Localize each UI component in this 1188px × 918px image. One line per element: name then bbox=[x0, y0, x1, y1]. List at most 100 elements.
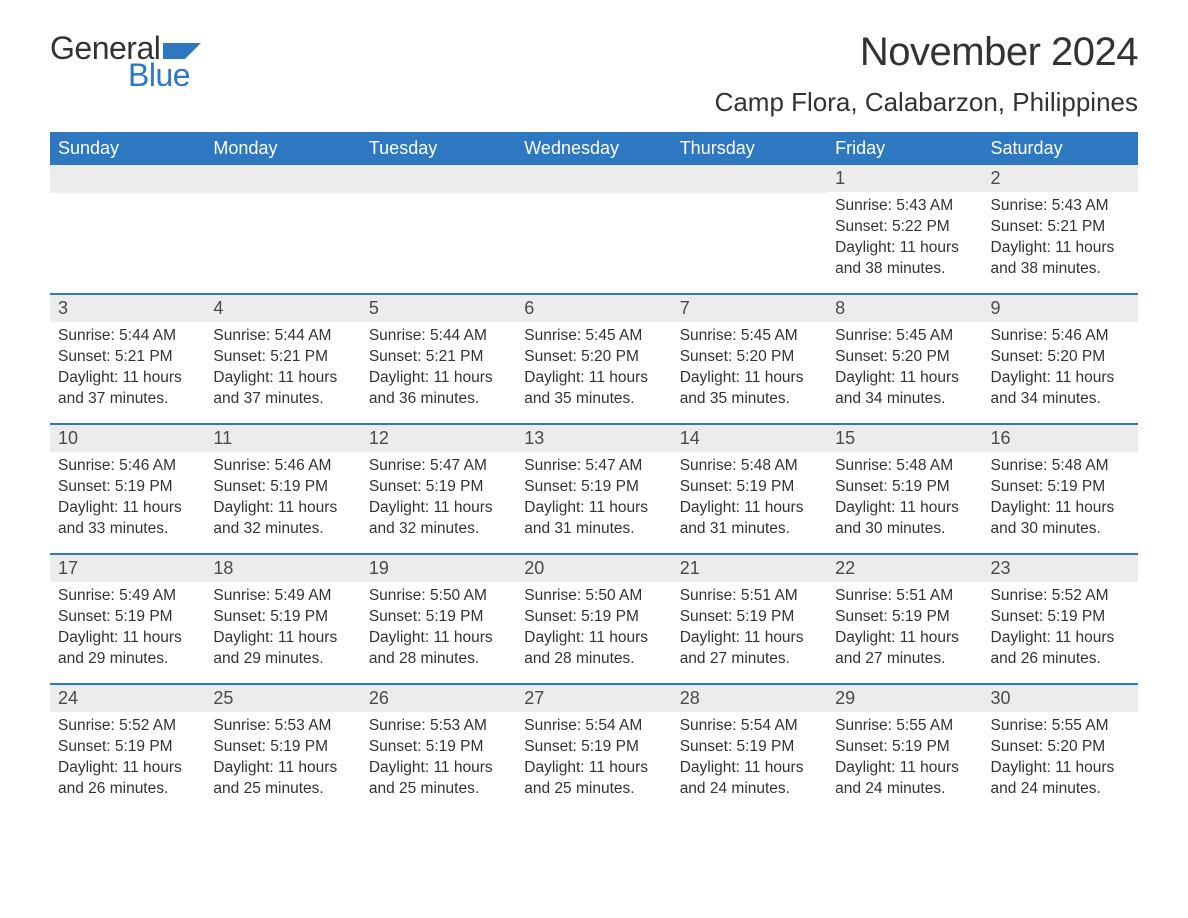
day-number: 29 bbox=[827, 685, 982, 712]
daylight-text-line1: Daylight: 11 hours bbox=[835, 628, 974, 649]
daylight-text-line2: and 31 minutes. bbox=[680, 519, 819, 540]
sunset-text: Sunset: 5:19 PM bbox=[213, 737, 352, 758]
weekday-header-row: Sunday Monday Tuesday Wednesday Thursday… bbox=[50, 132, 1138, 165]
sunset-text: Sunset: 5:21 PM bbox=[58, 347, 197, 368]
day-cell: 10Sunrise: 5:46 AMSunset: 5:19 PMDayligh… bbox=[50, 425, 205, 553]
daylight-text-line2: and 26 minutes. bbox=[58, 779, 197, 800]
day-number: 4 bbox=[205, 295, 360, 322]
day-number: 14 bbox=[672, 425, 827, 452]
daylight-text-line2: and 37 minutes. bbox=[58, 389, 197, 410]
sunset-text: Sunset: 5:19 PM bbox=[835, 607, 974, 628]
sunrise-text: Sunrise: 5:53 AM bbox=[213, 716, 352, 737]
daylight-text-line2: and 38 minutes. bbox=[991, 259, 1130, 280]
sunrise-text: Sunrise: 5:43 AM bbox=[835, 196, 974, 217]
sunset-text: Sunset: 5:19 PM bbox=[524, 477, 663, 498]
day-cell: 12Sunrise: 5:47 AMSunset: 5:19 PMDayligh… bbox=[361, 425, 516, 553]
day-content: Sunrise: 5:45 AMSunset: 5:20 PMDaylight:… bbox=[516, 322, 671, 418]
day-cell: 3Sunrise: 5:44 AMSunset: 5:21 PMDaylight… bbox=[50, 295, 205, 423]
day-number: 3 bbox=[50, 295, 205, 322]
daylight-text-line2: and 30 minutes. bbox=[991, 519, 1130, 540]
day-number: 10 bbox=[50, 425, 205, 452]
sunrise-text: Sunrise: 5:52 AM bbox=[58, 716, 197, 737]
day-content: Sunrise: 5:43 AMSunset: 5:21 PMDaylight:… bbox=[983, 192, 1138, 288]
daylight-text-line2: and 29 minutes. bbox=[213, 649, 352, 670]
day-number: 9 bbox=[983, 295, 1138, 322]
daylight-text-line2: and 31 minutes. bbox=[524, 519, 663, 540]
day-content: Sunrise: 5:49 AMSunset: 5:19 PMDaylight:… bbox=[50, 582, 205, 678]
day-content: Sunrise: 5:52 AMSunset: 5:19 PMDaylight:… bbox=[983, 582, 1138, 678]
sunset-text: Sunset: 5:19 PM bbox=[58, 607, 197, 628]
day-number: 17 bbox=[50, 555, 205, 582]
day-cell: 9Sunrise: 5:46 AMSunset: 5:20 PMDaylight… bbox=[983, 295, 1138, 423]
day-content: Sunrise: 5:44 AMSunset: 5:21 PMDaylight:… bbox=[50, 322, 205, 418]
sunset-text: Sunset: 5:19 PM bbox=[991, 607, 1130, 628]
daylight-text-line1: Daylight: 11 hours bbox=[524, 498, 663, 519]
weekday-header: Saturday bbox=[983, 132, 1138, 165]
empty-day-bar bbox=[672, 165, 827, 193]
weekday-header: Sunday bbox=[50, 132, 205, 165]
sunrise-text: Sunrise: 5:48 AM bbox=[835, 456, 974, 477]
day-cell: 13Sunrise: 5:47 AMSunset: 5:19 PMDayligh… bbox=[516, 425, 671, 553]
daylight-text-line1: Daylight: 11 hours bbox=[58, 498, 197, 519]
sunset-text: Sunset: 5:22 PM bbox=[835, 217, 974, 238]
day-number: 25 bbox=[205, 685, 360, 712]
day-cell: 2Sunrise: 5:43 AMSunset: 5:21 PMDaylight… bbox=[983, 165, 1138, 293]
day-cell: 25Sunrise: 5:53 AMSunset: 5:19 PMDayligh… bbox=[205, 685, 360, 813]
daylight-text-line1: Daylight: 11 hours bbox=[680, 368, 819, 389]
daylight-text-line1: Daylight: 11 hours bbox=[58, 758, 197, 779]
sunrise-text: Sunrise: 5:50 AM bbox=[369, 586, 508, 607]
day-number: 6 bbox=[516, 295, 671, 322]
weekday-header: Tuesday bbox=[361, 132, 516, 165]
sunrise-text: Sunrise: 5:48 AM bbox=[680, 456, 819, 477]
sunrise-text: Sunrise: 5:49 AM bbox=[213, 586, 352, 607]
sunrise-text: Sunrise: 5:46 AM bbox=[991, 326, 1130, 347]
header-row: General Blue November 2024 Camp Flora, C… bbox=[50, 30, 1138, 118]
day-number: 24 bbox=[50, 685, 205, 712]
day-content: Sunrise: 5:46 AMSunset: 5:19 PMDaylight:… bbox=[50, 452, 205, 548]
empty-day-bar bbox=[205, 165, 360, 193]
daylight-text-line1: Daylight: 11 hours bbox=[369, 628, 508, 649]
sunset-text: Sunset: 5:19 PM bbox=[680, 737, 819, 758]
sunrise-text: Sunrise: 5:54 AM bbox=[524, 716, 663, 737]
sunset-text: Sunset: 5:20 PM bbox=[680, 347, 819, 368]
weekday-header: Thursday bbox=[672, 132, 827, 165]
daylight-text-line1: Daylight: 11 hours bbox=[835, 758, 974, 779]
day-number: 20 bbox=[516, 555, 671, 582]
daylight-text-line2: and 35 minutes. bbox=[524, 389, 663, 410]
daylight-text-line1: Daylight: 11 hours bbox=[524, 628, 663, 649]
day-number: 28 bbox=[672, 685, 827, 712]
daylight-text-line2: and 32 minutes. bbox=[369, 519, 508, 540]
daylight-text-line2: and 34 minutes. bbox=[835, 389, 974, 410]
day-number: 23 bbox=[983, 555, 1138, 582]
day-cell: 5Sunrise: 5:44 AMSunset: 5:21 PMDaylight… bbox=[361, 295, 516, 423]
day-number: 5 bbox=[361, 295, 516, 322]
sunset-text: Sunset: 5:19 PM bbox=[213, 607, 352, 628]
sunrise-text: Sunrise: 5:44 AM bbox=[213, 326, 352, 347]
day-content: Sunrise: 5:45 AMSunset: 5:20 PMDaylight:… bbox=[827, 322, 982, 418]
month-title: November 2024 bbox=[715, 30, 1138, 75]
daylight-text-line1: Daylight: 11 hours bbox=[213, 368, 352, 389]
daylight-text-line1: Daylight: 11 hours bbox=[835, 498, 974, 519]
daylight-text-line1: Daylight: 11 hours bbox=[991, 498, 1130, 519]
week-row: 1Sunrise: 5:43 AMSunset: 5:22 PMDaylight… bbox=[50, 165, 1138, 293]
daylight-text-line2: and 37 minutes. bbox=[213, 389, 352, 410]
daylight-text-line1: Daylight: 11 hours bbox=[213, 498, 352, 519]
day-number: 30 bbox=[983, 685, 1138, 712]
daylight-text-line2: and 29 minutes. bbox=[58, 649, 197, 670]
day-content: Sunrise: 5:46 AMSunset: 5:20 PMDaylight:… bbox=[983, 322, 1138, 418]
sunset-text: Sunset: 5:21 PM bbox=[991, 217, 1130, 238]
daylight-text-line1: Daylight: 11 hours bbox=[991, 758, 1130, 779]
day-cell: 30Sunrise: 5:55 AMSunset: 5:20 PMDayligh… bbox=[983, 685, 1138, 813]
day-cell: 14Sunrise: 5:48 AMSunset: 5:19 PMDayligh… bbox=[672, 425, 827, 553]
week-row: 10Sunrise: 5:46 AMSunset: 5:19 PMDayligh… bbox=[50, 423, 1138, 553]
day-cell bbox=[361, 165, 516, 293]
day-content: Sunrise: 5:48 AMSunset: 5:19 PMDaylight:… bbox=[827, 452, 982, 548]
day-content: Sunrise: 5:43 AMSunset: 5:22 PMDaylight:… bbox=[827, 192, 982, 288]
sunset-text: Sunset: 5:21 PM bbox=[213, 347, 352, 368]
day-content: Sunrise: 5:48 AMSunset: 5:19 PMDaylight:… bbox=[983, 452, 1138, 548]
daylight-text-line2: and 25 minutes. bbox=[213, 779, 352, 800]
sunrise-text: Sunrise: 5:46 AM bbox=[58, 456, 197, 477]
sunrise-text: Sunrise: 5:44 AM bbox=[369, 326, 508, 347]
sunrise-text: Sunrise: 5:47 AM bbox=[369, 456, 508, 477]
sunrise-text: Sunrise: 5:51 AM bbox=[680, 586, 819, 607]
